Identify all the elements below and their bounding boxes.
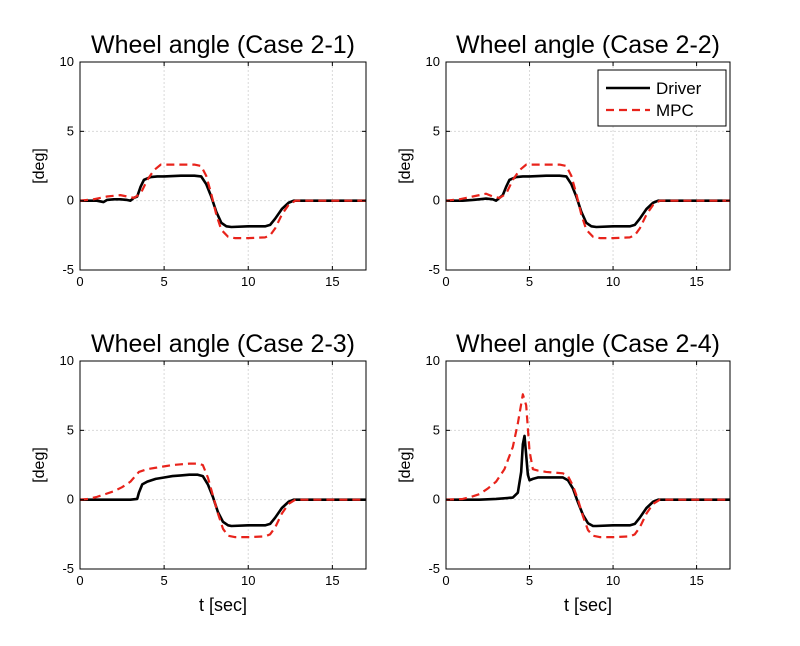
panel-4-ylabel: [deg] <box>397 447 414 483</box>
panel-4-ytick-label-2: 5 <box>433 422 440 437</box>
panel-2-legend: Driver MPC <box>597 69 727 127</box>
panel-2-series-mpc <box>446 163 730 240</box>
panel-3-ylabel: [deg] <box>31 447 48 483</box>
panel-2-frame <box>445 61 731 271</box>
panel-2-legend-label-mpc: MPC <box>656 101 694 120</box>
panel-1-ytick-label-2: 5 <box>67 123 74 138</box>
panel-3-ytick-label-1: 0 <box>67 492 74 507</box>
panel-1-ytick-label-0: -5 <box>62 262 74 277</box>
panel-1-ytick-label-3: 10 <box>60 54 74 69</box>
panel-1-plot-area <box>80 62 366 270</box>
panel-1-xtick-label-2: 10 <box>241 274 255 289</box>
panel-3-xtick-label-0: 0 <box>76 573 83 588</box>
panel-3-series-mpc <box>80 462 366 539</box>
panel-2-ytick-label-1: 0 <box>433 193 440 208</box>
panel-1-series-driver <box>80 174 366 229</box>
panel-3-series-driver <box>80 473 366 528</box>
panel-2-series-driver <box>446 174 730 229</box>
panel-2-title: Wheel angle (Case 2-2) <box>456 31 720 59</box>
panel-2-ylabel: [deg] <box>397 148 414 184</box>
panel-3-ytick-label-0: -5 <box>62 561 74 576</box>
panel-4-ytick-label-0: -5 <box>428 561 440 576</box>
panel-1-title: Wheel angle (Case 2-1) <box>91 31 355 59</box>
panel-4-frame <box>445 360 731 570</box>
panel-2-xtick-label-0: 0 <box>442 274 449 289</box>
panel-2-xtick-label-2: 10 <box>606 274 620 289</box>
panel-3-ytick-label-3: 10 <box>60 353 74 368</box>
panel-3-title: Wheel angle (Case 2-3) <box>91 330 355 358</box>
panel-1-series-mpc <box>80 163 366 240</box>
panel-4-title: Wheel angle (Case 2-4) <box>456 330 720 358</box>
panel-3-xlabel: t [sec] <box>199 595 247 615</box>
panel-1-frame <box>79 61 367 271</box>
panel-3-xtick-label-3: 15 <box>325 573 339 588</box>
panel-2-ytick-label-0: -5 <box>428 262 440 277</box>
panel-4-ytick-label-3: 10 <box>426 353 440 368</box>
panel-2-ytick-label-2: 5 <box>433 123 440 138</box>
panel-4-xtick-label-0: 0 <box>442 573 449 588</box>
panel-1-ytick-label-1: 0 <box>67 193 74 208</box>
panel-3-ytick-label-2: 5 <box>67 422 74 437</box>
panel-2-xtick-label-1: 5 <box>526 274 533 289</box>
panel-2-ytick-label-3: 10 <box>426 54 440 69</box>
panel-4-series-driver <box>446 434 730 528</box>
panel-4-series-mpc <box>446 393 730 539</box>
panel-3-plot-area <box>80 361 366 569</box>
panel-2-legend-box <box>597 69 727 127</box>
panel-1-xtick-label-1: 5 <box>161 274 168 289</box>
panel-4-xlabel: t [sec] <box>564 595 612 615</box>
panel-4-xtick-label-2: 10 <box>606 573 620 588</box>
panel-3-xtick-label-1: 5 <box>161 573 168 588</box>
panel-3-frame <box>79 360 367 570</box>
panel-3-xtick-label-2: 10 <box>241 573 255 588</box>
panel-1-xtick-label-3: 15 <box>325 274 339 289</box>
panel-4-ytick-label-1: 0 <box>433 492 440 507</box>
panel-2-xtick-label-3: 15 <box>689 274 703 289</box>
panel-4-xtick-label-1: 5 <box>526 573 533 588</box>
panel-1-xtick-label-0: 0 <box>76 274 83 289</box>
panel-4-xtick-label-3: 15 <box>689 573 703 588</box>
panel-1-ylabel: [deg] <box>31 148 48 184</box>
panel-2-legend-label-driver: Driver <box>656 79 702 98</box>
panel-4-plot-area <box>446 361 730 569</box>
